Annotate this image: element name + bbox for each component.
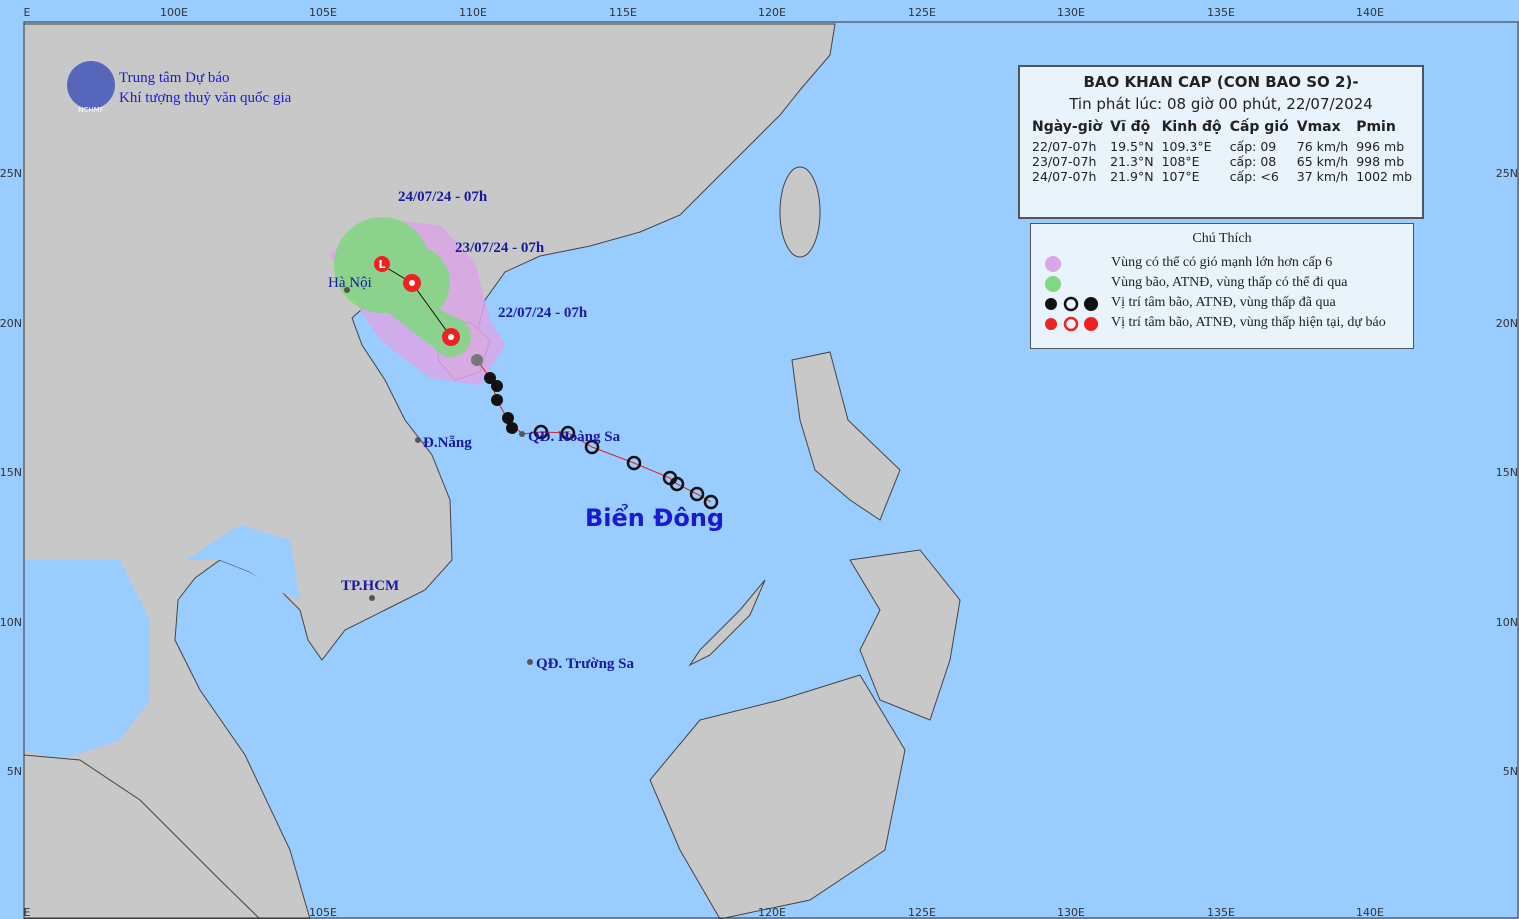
y-axis-label: 20N: [1496, 317, 1518, 330]
legend-icons: [1045, 256, 1098, 332]
table-cell: cấp: 08: [1229, 154, 1277, 169]
x-axis-label: 140E: [1356, 6, 1384, 19]
info-subtitle: Tin phát lúc: 08 giờ 00 phút, 22/07/2024: [1069, 95, 1373, 113]
table-cell: 65 km/h: [1296, 154, 1349, 169]
city-dots: [344, 287, 533, 665]
y-axis-label: 10N: [1496, 616, 1518, 629]
table-cell: 21.3°N: [1110, 154, 1154, 169]
table-row: 23/07-07h 21.3°N 108°E cấp: 08 65 km/h 998 mb: [1028, 154, 1416, 169]
city-label: TP.HCM: [341, 578, 399, 594]
x-axis-label: 105E: [309, 906, 337, 919]
table-cell: 998 mb: [1356, 154, 1405, 169]
org-name: Khí tượng thuỷ văn quốc gia: [119, 90, 292, 106]
table-row: 24/07-07h 21.9°N 107°E cấp: <6 37 km/h 1002 m…: [1028, 169, 1416, 184]
past-storm-icons: [471, 354, 518, 434]
past-positions: [533, 424, 719, 510]
column-header: Pmin: [1356, 119, 1396, 135]
axes: E 100E 105E 110E 115E 120E 125E 130E 135E 140E E 10…: [0, 6, 1518, 919]
x-axis-label: 125E: [908, 6, 936, 19]
table-cell: 108°E: [1161, 154, 1200, 169]
x-axis-label: 100E: [160, 6, 188, 19]
x-axis-label: 125E: [908, 906, 936, 919]
y-axis-label: 15N: [0, 466, 22, 479]
forecast-label: 24/07/24 - 07h: [398, 189, 488, 205]
y-axis-label: 20N: [0, 317, 22, 330]
column-header: Vĩ độ: [1110, 119, 1151, 135]
table-cell: 996 mb: [1356, 139, 1405, 154]
island-label: QĐ. Trường Sa: [536, 656, 635, 672]
sea-label: Biển Đông: [585, 502, 724, 532]
x-axis-label: 130E: [1057, 906, 1085, 919]
table-cell: 37 km/h: [1296, 169, 1349, 184]
column-header: Kinh độ: [1161, 119, 1222, 135]
y-axis-label: 15N: [1496, 466, 1518, 479]
forecast-label: 22/07/24 - 07h: [498, 305, 588, 321]
table-cell: 23/07-07h: [1032, 154, 1097, 169]
info-box: BAO KHAN CAP (CON BAO SO 2)- Tin phát lú…: [1018, 65, 1424, 219]
legend-item: Vị trí tâm bão, ATNĐ, vùng thấp đã qua: [1111, 295, 1336, 310]
x-axis-label: 130E: [1057, 6, 1085, 19]
x-axis-label: 140E: [1356, 906, 1384, 919]
legend-item: Vùng bão, ATNĐ, vùng thấp có thể đi qua: [1111, 275, 1348, 290]
table-cell: cấp: <6: [1229, 169, 1279, 184]
logo-text: NCHMF: [78, 106, 103, 114]
x-axis-label: 115E: [609, 6, 637, 19]
table-header: Ngày-giờ Vĩ độ Kinh độ Cấp gió Vmax Pmin: [1028, 117, 1416, 139]
x-axis-label: E: [24, 6, 31, 19]
city-label: Đ.Nẵng: [423, 435, 472, 451]
table-cell: 107°E: [1161, 169, 1200, 184]
svg-text:L: L: [378, 258, 385, 271]
x-axis-label: 135E: [1207, 906, 1235, 919]
logo: [67, 61, 115, 109]
column-header: Vmax: [1296, 119, 1341, 135]
column-header: Ngày-giờ: [1032, 119, 1103, 135]
y-axis-label: 5N: [7, 765, 22, 778]
forecast-positions: L: [374, 256, 460, 346]
legend: Chú Thích Vùng có thể có gió mạnh lớn hơ…: [1030, 223, 1414, 349]
legend-item: Vùng có thể có gió mạnh lớn hơn cấp 6: [1111, 255, 1333, 270]
x-axis-label: 105E: [309, 6, 337, 19]
forecast-label: 23/07/24 - 07h: [455, 240, 545, 256]
table-cell: 109.3°E: [1161, 139, 1212, 154]
x-axis-label: 120E: [758, 6, 786, 19]
map-frame: [23, 21, 1519, 919]
city-label: Hà Nội: [328, 275, 372, 291]
y-axis-label: 25N: [0, 167, 22, 180]
org-name: Trung tâm Dự báo: [119, 70, 230, 86]
x-axis-label: E: [24, 906, 31, 919]
info-title: BAO KHAN CAP (CON BAO SO 2)-: [1083, 73, 1359, 91]
y-axis-label: 25N: [1496, 167, 1518, 180]
y-axis-label: 5N: [1503, 765, 1518, 778]
x-axis-label: 120E: [758, 906, 786, 919]
legend-item: Vị trí tâm bão, ATNĐ, vùng thấp hiện tại…: [1111, 315, 1386, 330]
table-row: 22/07-07h 19.5°N 109.3°E cấp: 09 76 km/h 996 …: [1028, 139, 1416, 154]
table-cell: 19.5°N: [1110, 139, 1154, 154]
column-header: Cấp gió: [1229, 119, 1289, 135]
table-cell: 22/07-07h: [1032, 139, 1097, 154]
table-cell: cấp: 09: [1229, 139, 1277, 154]
info-table: Ngày-giờ Vĩ độ Kinh độ Cấp gió Vmax Pmin 22/07…: [1028, 117, 1416, 184]
table-cell: 24/07-07h: [1032, 169, 1097, 184]
table-cell: 76 km/h: [1296, 139, 1349, 154]
table-cell: 21.9°N: [1110, 169, 1154, 184]
legend-title: Chú Thích: [1192, 231, 1252, 246]
x-axis-label: 110E: [459, 6, 487, 19]
table-cell: 1002 mb: [1356, 169, 1413, 184]
y-axis-label: 10N: [0, 616, 22, 629]
x-axis-label: 135E: [1207, 6, 1235, 19]
island-label: QĐ. Hoàng Sa: [528, 429, 621, 445]
